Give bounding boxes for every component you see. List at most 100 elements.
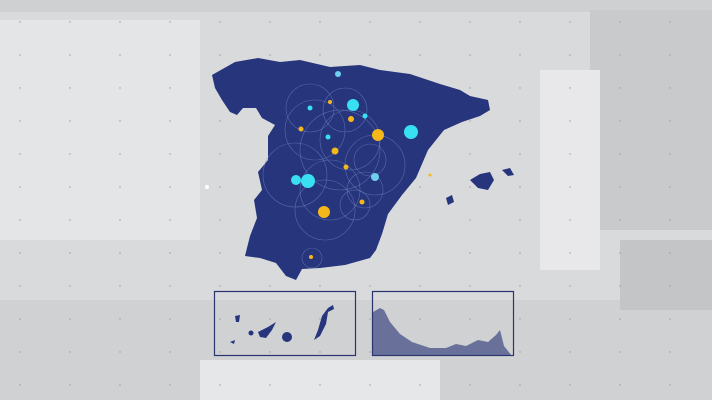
bg-panel-bottom-light [200,360,440,400]
grid-dot [119,351,121,353]
grid-dot [569,186,571,188]
grid-dot [619,87,621,89]
grid-dot [619,384,621,386]
grid-dot [369,318,371,320]
bg-panel-lower-right [620,240,712,310]
grid-dot [319,285,321,287]
grid-dot [669,153,671,155]
grid-dot [569,351,571,353]
grid-dot [69,21,71,23]
grid-dot [519,21,521,23]
grid-dot [419,21,421,23]
spain-mainland-map [212,58,490,280]
grid-dot [669,21,671,23]
canary-islands-map-icon [230,305,334,344]
grid-dot [269,54,271,56]
grid-dot [569,219,571,221]
grid-dot [619,318,621,320]
grid-dot [469,384,471,386]
grid-dot [69,219,71,221]
grid-dot [619,219,621,221]
grid-dot [119,120,121,122]
grid-dot [69,252,71,254]
grid-dot [469,318,471,320]
grid-dot [669,351,671,353]
map-marker [205,185,209,189]
grid-dot [569,120,571,122]
grid-dot [219,219,221,221]
grid-dot [419,54,421,56]
grid-dot [19,120,21,122]
grid-dot [469,153,471,155]
map-marker [348,116,354,122]
grid-dot [519,252,521,254]
grid-dot [119,219,121,221]
ibiza-map [446,195,454,205]
grid-dot [619,153,621,155]
grid-dot [119,186,121,188]
menorca-map [502,168,514,176]
grid-dot [419,384,421,386]
grid-dot [19,54,21,56]
map-marker [343,164,349,170]
grid-dot [569,153,571,155]
marker-ring [299,159,361,221]
marker-rings [262,83,406,269]
grid-dot [169,285,171,287]
grid-dot [319,21,321,23]
marker-ring [285,83,335,133]
bg-panel-left [0,20,200,240]
grid-dot [69,351,71,353]
grid-dot [569,21,571,23]
grid-dot [669,87,671,89]
grid-dot [69,285,71,287]
grid-dot [319,318,321,320]
map-marker [318,206,330,218]
grid-dot [669,318,671,320]
grid-dot [669,54,671,56]
grid-dot [119,318,121,320]
grid-dot [219,153,221,155]
grid-dot [269,21,271,23]
grid-dot [469,21,471,23]
grid-dot [519,318,521,320]
grid-dot [469,219,471,221]
grid-dot [269,318,271,320]
map-markers [205,71,432,259]
inset-ceuta-melilla [371,290,515,357]
grid-dot [469,120,471,122]
map-marker [301,174,315,188]
grid-dot [669,384,671,386]
grid-dot [119,21,121,23]
grid-dot [19,87,21,89]
grid-dot [169,252,171,254]
map-marker [298,126,304,132]
grid-dot [219,186,221,188]
grid-dot [119,153,121,155]
map-marker [325,134,331,140]
grid-dot [419,186,421,188]
map-marker [371,173,379,181]
grid-dot [469,285,471,287]
coastline-map-icon [373,308,512,356]
grid-dot [219,351,221,353]
grid-dot [469,186,471,188]
grid-dot [519,120,521,122]
grid-dot [169,351,171,353]
grid-dot [419,285,421,287]
grid-dot [619,186,621,188]
grid-dot [469,87,471,89]
grid-dot [219,21,221,23]
grid-dot [169,384,171,386]
grid-dot [319,54,321,56]
grid-dot [519,351,521,353]
marker-ring [339,189,371,221]
marker-ring [301,247,323,269]
grid-dot [419,219,421,221]
grid-dot [19,252,21,254]
grid-dot [569,318,571,320]
grid-dot [369,351,371,353]
map-marker [372,129,384,141]
grid-dot [319,384,321,386]
